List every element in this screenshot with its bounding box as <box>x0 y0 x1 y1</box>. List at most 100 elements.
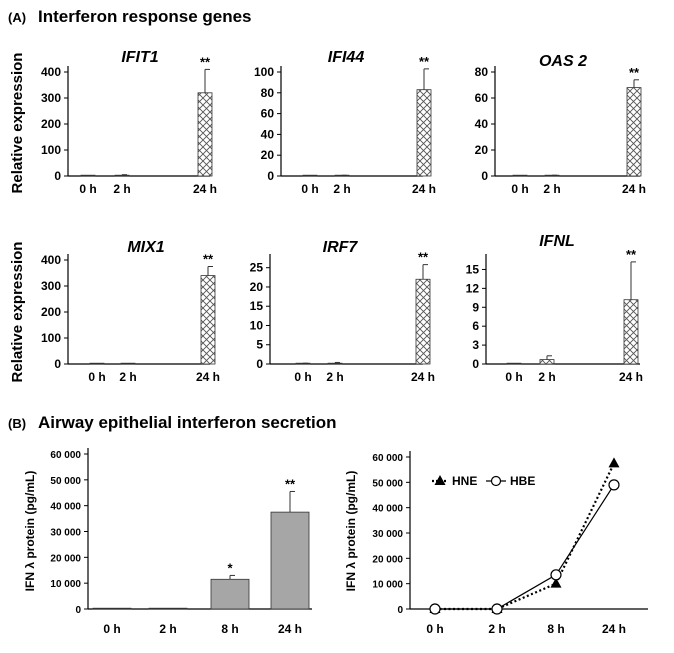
y-tick-label: 100 <box>41 143 61 157</box>
y-axis-label: IFN λ protein (pg/mL) <box>23 471 37 592</box>
chart-irf7: 0 5 10 15 20 25 0 h 2 h 24 h IRF7 ** <box>250 239 435 384</box>
y-tick-label: 20 000 <box>50 553 81 564</box>
significance-marker: ** <box>418 250 429 265</box>
y-tick-label: 40 000 <box>372 504 403 515</box>
bar <box>623 299 639 365</box>
legend-marker-hbe <box>490 475 502 487</box>
panel-b-title: Airway epithelial interferon secretion <box>38 413 337 432</box>
y-tick-label: 40 000 <box>50 502 81 513</box>
x-tick-label: 2 h <box>488 622 505 636</box>
x-tick-label: 24 h <box>622 182 646 196</box>
significance-marker: * <box>227 560 233 575</box>
chart-ifi44: 0 20 40 60 80 100 0 h 2 h 24 h IFI44 ** <box>254 49 436 196</box>
chart-title: OAS 2 <box>539 53 587 70</box>
x-tick-label: 0 h <box>505 370 522 384</box>
y-tick-label: 80 <box>261 86 275 100</box>
legend-label-hne: HNE <box>452 474 477 488</box>
y-tick-label: 20 <box>250 280 264 294</box>
y-tick-label: 10 000 <box>50 579 81 590</box>
x-tick-label: 0 h <box>301 182 318 196</box>
y-tick-label: 0 <box>54 169 61 183</box>
y-tick-label: 60 000 <box>372 453 403 464</box>
chart-title: IFIT1 <box>121 49 158 66</box>
bar <box>80 174 96 177</box>
y-tick-label: 60 <box>475 91 489 105</box>
chart-ifnl: 0 3 6 9 12 15 0 h 2 h 24 h IFNL ** <box>466 233 643 384</box>
y-tick-label: 50 000 <box>50 476 81 487</box>
x-tick-label: 24 h <box>196 370 220 384</box>
significance-marker: ** <box>203 252 214 267</box>
y-tick-label: 10 <box>250 318 264 332</box>
significance-marker: ** <box>419 54 430 69</box>
panel-a-label: (A) <box>8 10 26 25</box>
bar <box>210 578 250 610</box>
x-tick-label: 0 h <box>79 182 96 196</box>
chart-title: IFI44 <box>328 49 365 66</box>
x-tick-label: 2 h <box>543 182 560 196</box>
x-tick-label: 24 h <box>412 182 436 196</box>
bar <box>327 362 343 365</box>
y-tick-label: 9 <box>472 300 479 314</box>
y-tick-label: 20 000 <box>372 554 403 565</box>
bar <box>92 607 132 610</box>
point-hne <box>550 577 562 588</box>
y-tick-label: 0 <box>472 357 479 371</box>
bar <box>626 87 642 177</box>
chart-oas2: 0 20 40 60 80 0 h 2 h 24 h OAS 2 ** <box>475 53 646 196</box>
chart-ifit1: 0 100 200 300 400 0 h 2 h 24 h IFIT1 Relative exp… <box>9 49 217 196</box>
y-tick-label: 0 <box>481 169 488 183</box>
panel-a-title: Interferon response genes <box>38 7 252 26</box>
y-tick-label: 15 <box>466 262 480 276</box>
y-axis-label: IFN λ protein (pg/mL) <box>344 471 358 592</box>
bar <box>200 275 216 365</box>
significance-marker: ** <box>626 247 637 262</box>
y-tick-label: 30 000 <box>372 529 403 540</box>
point-hbe <box>550 569 562 581</box>
bar <box>512 174 528 177</box>
y-tick-label: 80 <box>475 65 489 79</box>
y-tick-label: 6 <box>472 319 479 333</box>
y-tick-label: 200 <box>41 117 61 131</box>
y-tick-label: 50 000 <box>372 478 403 489</box>
panel-b-label: (B) <box>8 416 26 431</box>
y-tick-label: 10 000 <box>372 580 403 591</box>
y-tick-label: 20 <box>261 148 275 162</box>
y-tick-label: 60 000 <box>50 450 81 461</box>
point-hbe <box>429 603 441 615</box>
x-tick-label: 2 h <box>326 370 343 384</box>
y-tick-label: 300 <box>41 91 61 105</box>
y-tick-label: 0 <box>397 605 403 616</box>
bar <box>302 174 318 177</box>
y-tick-label: 40 <box>261 127 275 141</box>
bar <box>415 278 431 365</box>
x-tick-label: 24 h <box>602 622 626 636</box>
y-tick-label: 400 <box>41 253 61 267</box>
x-tick-label: 24 h <box>411 370 435 384</box>
y-tick-label: 15 <box>250 299 264 313</box>
bar <box>148 607 188 610</box>
x-tick-label: 0 h <box>88 370 105 384</box>
y-tick-label: 300 <box>41 279 61 293</box>
x-tick-label: 2 h <box>159 622 176 636</box>
y-tick-label: 0 <box>54 357 61 371</box>
y-tick-label: 3 <box>472 338 479 352</box>
legend-label-hbe: HBE <box>510 474 535 488</box>
chart-ifn-protein-line: 0 10 000 20 000 30 000 40 000 50 000 60 000 0 h… <box>344 451 648 636</box>
point-hne <box>608 457 620 468</box>
bar <box>506 362 522 365</box>
y-tick-label: 0 <box>75 605 81 616</box>
chart-title: IRF7 <box>323 239 359 256</box>
y-tick-label: 20 <box>475 143 489 157</box>
y-tick-label: 0 <box>256 357 263 371</box>
significance-marker: ** <box>200 54 211 69</box>
y-tick-label: 400 <box>41 65 61 79</box>
y-tick-label: 5 <box>256 338 263 352</box>
x-tick-label: 0 h <box>426 622 443 636</box>
legend: HNE HBE <box>432 474 535 488</box>
x-tick-label: 8 h <box>547 622 564 636</box>
y-axis-label: Relative expression <box>9 242 26 383</box>
x-tick-label: 2 h <box>113 182 130 196</box>
y-tick-label: 60 <box>261 107 275 121</box>
